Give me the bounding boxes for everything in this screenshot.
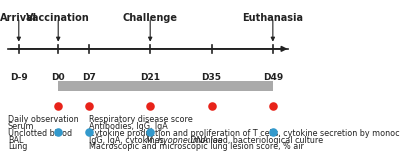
Point	[0, 146, 4, 148]
Point	[55, 131, 62, 134]
Text: D35: D35	[202, 73, 222, 82]
Point	[270, 131, 276, 134]
Text: Respiratory disease score: Respiratory disease score	[89, 115, 193, 124]
Point	[0, 132, 4, 134]
Text: Macroscopic and microscopic lung lesion score, % air: Macroscopic and microscopic lung lesion …	[89, 142, 304, 151]
Text: Vaccination: Vaccination	[26, 13, 90, 23]
FancyBboxPatch shape	[0, 118, 6, 121]
Text: D21: D21	[140, 73, 160, 82]
Point	[208, 105, 215, 108]
Text: M. hyopneumoniae: M. hyopneumoniae	[146, 136, 222, 145]
FancyBboxPatch shape	[58, 81, 273, 91]
Text: D49: D49	[263, 73, 283, 82]
Text: Cytokine production and proliferation of T cells, cytokine secretion by monocyte: Cytokine production and proliferation of…	[89, 129, 400, 138]
Text: BAL: BAL	[8, 136, 23, 145]
Text: Euthanasia: Euthanasia	[242, 13, 303, 23]
Point	[147, 131, 153, 134]
Text: Daily observation: Daily observation	[8, 115, 78, 124]
Point	[147, 105, 153, 108]
Point	[0, 139, 4, 141]
Text: Lung: Lung	[8, 142, 27, 151]
Text: Unclotted blood: Unclotted blood	[8, 129, 72, 138]
Point	[86, 105, 92, 108]
Text: Challenge: Challenge	[123, 13, 178, 23]
Text: D0: D0	[51, 73, 65, 82]
Point	[55, 105, 62, 108]
Point	[86, 131, 92, 134]
Text: D7: D7	[82, 73, 96, 82]
Text: IgG, IgA, cytokines,: IgG, IgA, cytokines,	[89, 136, 168, 145]
Text: D-9: D-9	[10, 73, 28, 82]
Point	[0, 125, 4, 128]
Point	[270, 105, 276, 108]
Text: Antibodies, IgG, IgA: Antibodies, IgG, IgA	[89, 122, 168, 131]
Text: Arrival: Arrival	[0, 13, 37, 23]
Text: Serum: Serum	[8, 122, 34, 131]
Text: DNA load, bacteriological culture: DNA load, bacteriological culture	[188, 136, 323, 145]
